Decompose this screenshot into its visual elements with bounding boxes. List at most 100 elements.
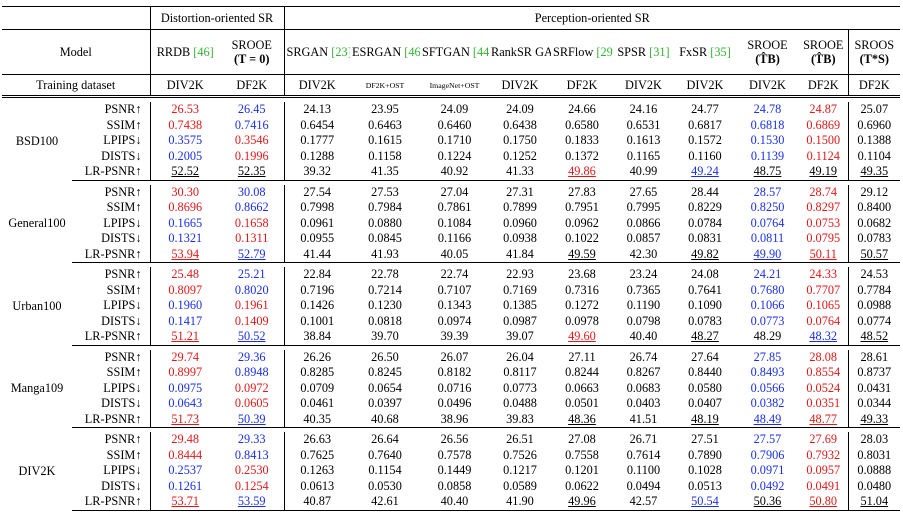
table-cell: 0.7899	[503, 200, 537, 215]
table-cell: 0.8696	[149, 200, 220, 216]
table-cell: 26.74	[629, 349, 658, 364]
table-cell: 0.0773	[750, 313, 785, 328]
metric-name: PSNR↑	[104, 184, 142, 199]
table-cell: 0.8031	[847, 447, 901, 463]
table-row: LPIPS↓ 0.1665 0.1658 0.0961 0.0880 0.1084 0.09…	[2, 215, 901, 231]
table-cell: 0.1321	[149, 231, 220, 247]
metric-name: LPIPS↓	[103, 298, 142, 313]
table-cell: 23.68	[568, 267, 596, 282]
table-cell: 0.8267	[626, 365, 661, 380]
dataset-name: BSD100	[15, 133, 59, 148]
table-cell: 0.1426	[283, 298, 350, 314]
training-dataset: DF2K	[551, 74, 613, 98]
table-cell: 0.0488	[503, 396, 537, 411]
metric-name: PSNR↑	[104, 349, 142, 364]
citation[interactable]: [44]	[472, 45, 489, 59]
perception-group-header: Perception-oriented SR	[283, 6, 901, 30]
table-cell: 0.8097	[149, 282, 220, 298]
table-cell: 24.13	[283, 102, 350, 118]
table-cell: 53.59	[220, 494, 284, 511]
table-cell: 0.1022	[565, 231, 599, 246]
table-cell: 0.0382	[750, 396, 785, 411]
table-cell: 51.21	[149, 329, 220, 346]
table-cell: 40.99	[613, 164, 674, 181]
table-cell: 0.7641	[688, 282, 722, 297]
table-cell: 0.1572	[688, 133, 722, 148]
table-cell: 0.8117	[503, 365, 537, 380]
citation[interactable]: [31]	[649, 45, 670, 59]
table-cell: 0.0496	[437, 396, 472, 411]
dataset-name: DIV2K	[18, 463, 56, 478]
table-cell: 0.0407	[688, 396, 722, 411]
metric-name: SSIM↑	[106, 447, 142, 462]
table-row: LPIPS↓ 0.0975 0.0972 0.0709 0.0654 0.0716 0.07…	[2, 380, 901, 396]
table-cell: 50.39	[220, 411, 284, 428]
table-cell: 42.61	[350, 494, 420, 511]
table-cell: 24.21	[753, 267, 782, 282]
table-cell: 29.36	[237, 349, 266, 364]
table-cell: 40.40	[613, 329, 674, 346]
table-cell: 50.36	[736, 494, 799, 511]
table-cell: 0.1100	[626, 463, 661, 478]
table-row: LPIPS↓ 0.3575 0.3546 0.1777 0.1615 0.1710 0.17…	[2, 133, 901, 149]
table-cell: 0.7784	[847, 282, 901, 298]
table-cell: 0.1084	[437, 215, 472, 230]
table-cell: 0.0622	[565, 478, 599, 493]
table-cell: 49.24	[674, 164, 736, 181]
table-cell: 0.1066	[750, 298, 785, 313]
citation[interactable]: [35]	[710, 45, 731, 59]
table-cell: 0.0818	[368, 313, 402, 328]
citation[interactable]: [46]	[404, 45, 420, 59]
table-cell: 0.1530	[750, 133, 785, 148]
table-cell: 27.11	[568, 349, 596, 364]
table-cell: 25.48	[149, 267, 220, 283]
table-cell: 27.51	[691, 432, 719, 447]
table-cell: 49.60	[551, 329, 613, 346]
table-cell: 0.1996	[234, 148, 269, 163]
table-cell: 0.7984	[368, 200, 402, 215]
table-cell: 27.04	[440, 184, 469, 199]
table-cell: 26.64	[371, 432, 399, 447]
table-cell: 0.1065	[806, 298, 841, 313]
table-cell: 0.8244	[565, 365, 599, 380]
table-cell: 53.71	[149, 494, 220, 511]
table-row: SSIM↑ 0.8997 0.8948 0.8285 0.8245 0.8182 0.811…	[2, 365, 901, 381]
table-cell: 0.7861	[437, 200, 472, 215]
table-cell: 39.32	[283, 164, 350, 181]
table-cell: 49.82	[674, 246, 736, 263]
table-cell: 0.3546	[234, 133, 269, 148]
table-cell: 0.0938	[503, 231, 537, 246]
table-row: SSIM↑ 0.8444 0.8413 0.7625 0.7640 0.7578 0.752…	[2, 447, 901, 463]
table-cell: 0.8297	[806, 200, 841, 215]
metric-name: SSIM↑	[106, 200, 142, 215]
table-cell: 28.44	[691, 184, 719, 199]
citation[interactable]: [29]	[596, 45, 613, 59]
table-cell: 0.0962	[565, 215, 599, 230]
table-cell: 49.90	[736, 246, 799, 263]
table-cell: 0.0783	[688, 313, 722, 328]
table-cell: 0.0351	[806, 396, 841, 411]
table-cell: 40.87	[283, 494, 350, 511]
training-dataset: DF2K+OST	[350, 74, 420, 98]
metric-name: DISTS↓	[101, 396, 142, 411]
table-cell: 0.0955	[283, 231, 350, 247]
table-cell: 40.92	[420, 164, 489, 181]
metric-name: LR-PSNR↑	[72, 411, 150, 428]
table-cell: 49.19	[799, 164, 848, 181]
table-cell: 0.0845	[368, 231, 402, 246]
citation[interactable]: [23]	[331, 45, 350, 59]
training-dataset: ImageNet+OST	[420, 74, 489, 98]
table-cell: 0.0888	[847, 463, 901, 479]
table-cell: 41.51	[613, 411, 674, 428]
table-cell: 0.0654	[368, 380, 402, 395]
table-cell: 50.80	[799, 494, 848, 511]
citation[interactable]: [46]	[193, 45, 214, 59]
table-cell: 0.1252	[503, 148, 537, 163]
table-cell: 0.0716	[437, 380, 472, 395]
table-cell: 28.61	[847, 349, 901, 365]
table-cell: 0.1449	[437, 463, 472, 478]
table-cell: 25.07	[847, 102, 901, 118]
table-row: LR-PSNR↑ 51.73 50.39 40.35 40.68 38.96 39.83 48…	[2, 411, 901, 428]
table-cell: 0.7169	[503, 282, 537, 297]
table-row: Urban100 PSNR↑ 25.48 25.21 22.84 22.78 22.74 22…	[2, 267, 901, 313]
